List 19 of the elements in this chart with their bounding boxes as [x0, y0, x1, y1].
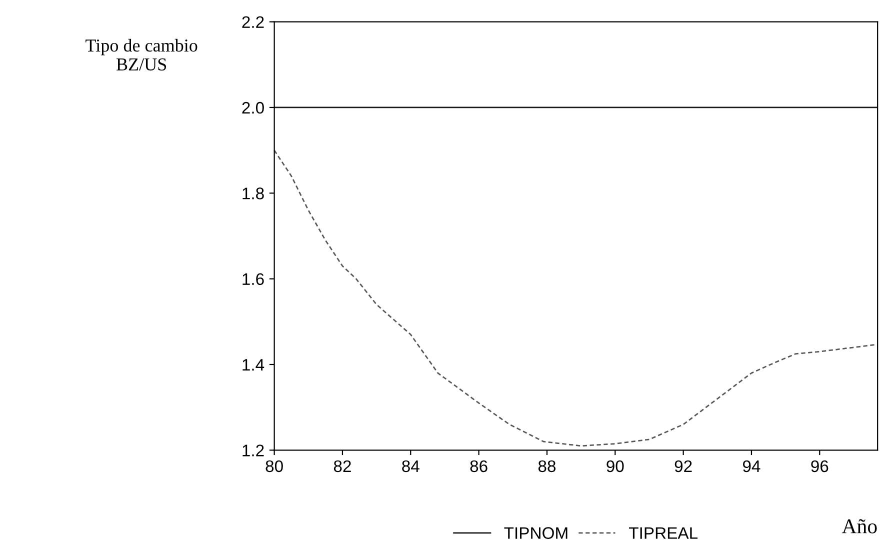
x-tick-label: 94: [742, 460, 760, 472]
y-tick-label: 1.6: [242, 273, 264, 286]
x-tick-label: 96: [811, 460, 828, 472]
y-tick-label: 2.2: [242, 16, 264, 28]
x-tick-label: 84: [402, 460, 420, 472]
x-tick-label: 86: [470, 460, 488, 472]
x-tick-label: 88: [538, 460, 556, 472]
y-tick-label: 2.0: [242, 102, 264, 114]
y-tick-label: 1.8: [242, 188, 264, 200]
legend-label: TIPNOM: [504, 527, 568, 539]
y-tick-label: 1.4: [242, 359, 264, 371]
y-tick-label: 1.2: [242, 444, 264, 456]
y-axis-title: Tipo de cambio BZ/US: [86, 38, 198, 71]
x-tick-label: 92: [674, 460, 692, 472]
x-tick-label: 80: [266, 460, 283, 472]
x-tick-label: 90: [606, 460, 624, 472]
x-tick-label: 82: [334, 460, 351, 472]
legend-label: TIPREAL: [628, 527, 698, 539]
x-axis-title: Año: [842, 519, 877, 534]
